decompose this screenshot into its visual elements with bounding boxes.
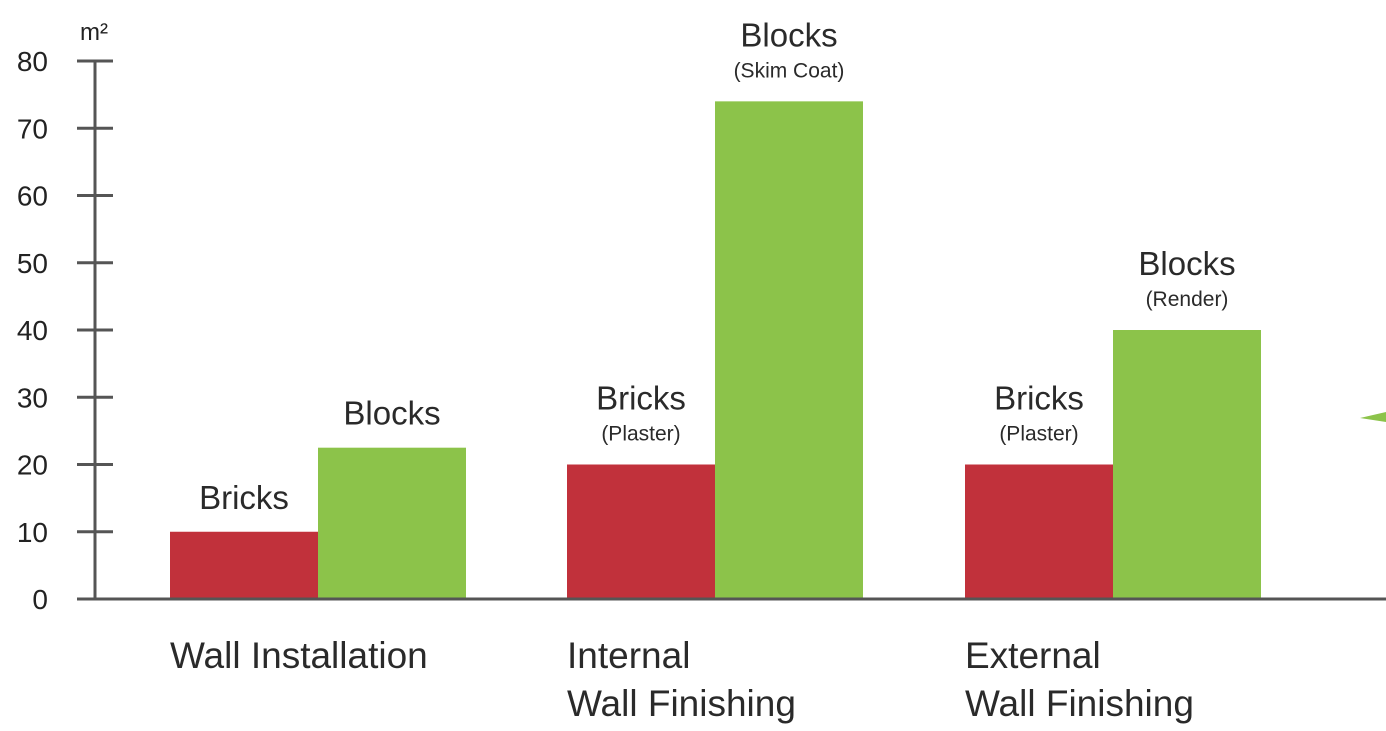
bar-sublabel: (Render): [1146, 288, 1229, 311]
bar-label: Blocks: [343, 395, 440, 432]
bar-blocks-1: [715, 101, 863, 599]
bar-label: Blocks: [740, 16, 837, 53]
bar-label: Bricks: [994, 380, 1084, 417]
bar-blocks-2: [1113, 330, 1261, 599]
y-tick-label: 70: [17, 113, 48, 144]
category-label: Wall Finishing: [965, 683, 1194, 724]
y-tick-label: 40: [17, 315, 48, 346]
bar-label: Bricks: [596, 380, 686, 417]
bar-bricks-1: [567, 464, 715, 599]
bar-sublabel: (Plaster): [601, 423, 680, 446]
bar-sublabel: (Skim Coat): [734, 59, 845, 82]
category-label: External: [965, 635, 1101, 676]
bar-label: Bricks: [199, 479, 289, 516]
bar-bricks-0: [170, 531, 318, 599]
category-label: Internal: [567, 635, 690, 676]
bar-blocks-0: [318, 447, 466, 599]
bars-layer: [170, 101, 1261, 599]
y-tick-label: 80: [17, 46, 48, 77]
bar-labels: Bricks Bricks (Plaster) Bricks (Plaster) Bloc…: [199, 16, 1236, 515]
y-tick-label: 30: [17, 382, 48, 413]
category-label: Wall Finishing: [567, 683, 796, 724]
y-tick-label: 0: [32, 584, 48, 615]
edge-arrow-fragment: [1360, 412, 1386, 422]
y-tick-label: 20: [17, 450, 48, 481]
bar-label: Blocks: [1138, 245, 1235, 282]
bar-bricks-2: [965, 464, 1113, 599]
category-labels: Wall Installation Internal Wall Finishing E…: [170, 635, 1194, 724]
y-tick-label: 10: [17, 517, 48, 548]
y-unit-label: m²: [80, 19, 108, 46]
category-label: Wall Installation: [170, 635, 428, 676]
y-tick-label: 50: [17, 248, 48, 279]
y-axis: 0 10 20 30 40 50 60 70 80: [17, 46, 1386, 615]
bar-sublabel: (Plaster): [999, 423, 1078, 446]
y-tick-label: 60: [17, 181, 48, 212]
